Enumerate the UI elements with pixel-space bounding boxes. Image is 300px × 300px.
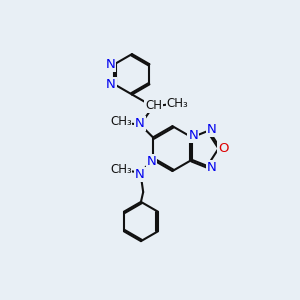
Text: N: N bbox=[147, 155, 157, 168]
Text: N: N bbox=[207, 123, 216, 136]
Text: N: N bbox=[188, 130, 198, 142]
Text: N: N bbox=[135, 168, 145, 181]
Text: CH₃: CH₃ bbox=[167, 97, 188, 110]
Text: N: N bbox=[105, 58, 115, 71]
Text: CH₃: CH₃ bbox=[110, 163, 132, 176]
Text: CH: CH bbox=[145, 100, 162, 112]
Text: N: N bbox=[106, 78, 116, 91]
Text: N: N bbox=[135, 117, 145, 130]
Text: CH₃: CH₃ bbox=[110, 116, 132, 128]
Text: N: N bbox=[207, 161, 216, 174]
Text: O: O bbox=[218, 142, 229, 155]
